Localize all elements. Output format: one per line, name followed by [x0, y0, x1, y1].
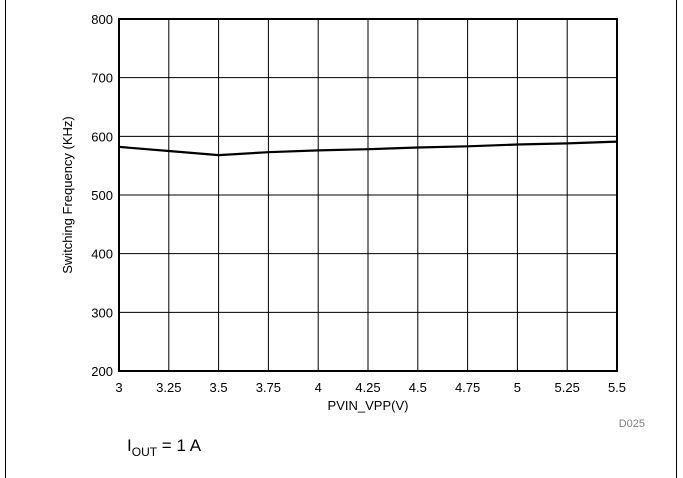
y-axis-title: Switching Frequency (KHz)	[60, 116, 75, 274]
y-tick-label: 500	[91, 188, 113, 203]
x-tick-label: 5	[514, 380, 521, 395]
x-tick-label: 4.75	[455, 380, 480, 395]
series-line	[118, 140, 618, 157]
y-tick-labels: 200 300 400 500 600 700 800	[91, 12, 113, 379]
y-tick-label: 300	[91, 305, 113, 320]
x-axis-title: PVIN_VPP(V)	[328, 398, 409, 413]
y-tick-label: 700	[91, 71, 113, 86]
x-tick-label: 4.5	[409, 380, 427, 395]
y-tick-label: 400	[91, 247, 113, 262]
y-tick-label: 800	[91, 12, 113, 27]
x-tick-label: 4	[315, 380, 322, 395]
condition-main: I	[127, 436, 132, 455]
y-tick-label: 200	[91, 364, 113, 379]
x-tick-label: 5.5	[608, 380, 626, 395]
x-tick-label: 3.5	[210, 380, 228, 395]
y-tick-label: 600	[91, 129, 113, 144]
grid-lines	[118, 18, 618, 372]
x-tick-label: 3.75	[256, 380, 281, 395]
condition-rest: = 1 A	[157, 436, 202, 455]
x-tick-label: 3	[115, 380, 122, 395]
x-tick-label: 4.25	[355, 380, 380, 395]
figure-code: D025	[619, 418, 645, 430]
x-tick-label: 5.25	[555, 380, 580, 395]
condition-subscript: OUT	[132, 445, 158, 459]
plot-border	[118, 18, 618, 372]
x-tick-label: 3.25	[156, 380, 181, 395]
condition-note: IOUT = 1 A	[127, 436, 202, 459]
series-group	[118, 140, 618, 157]
figure-frame	[5, 0, 677, 478]
x-tick-labels: 3 3.25 3.5 3.75 4 4.25 4.5 4.75 5 5.25 5.5	[115, 380, 626, 395]
